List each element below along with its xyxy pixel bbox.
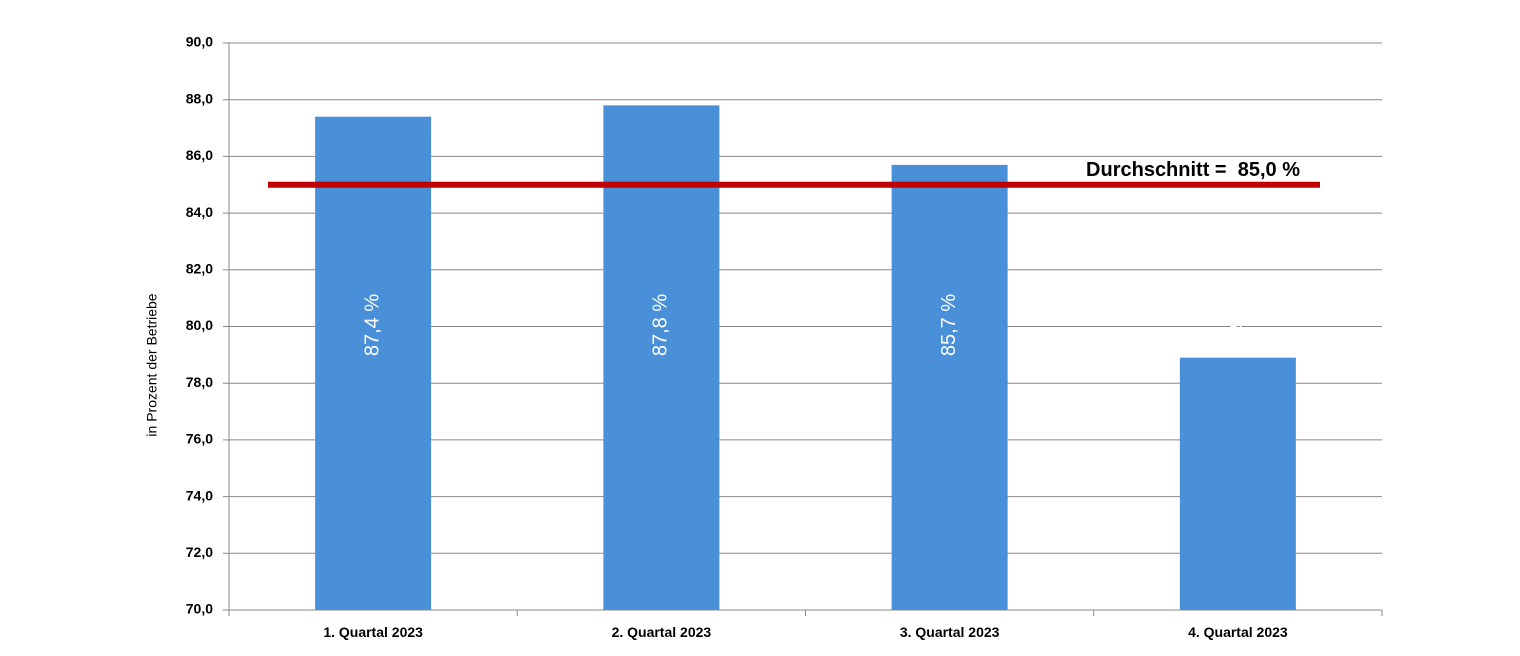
labels: 70,0 72,0 74,0 76,0 78,0 80,0 82,0 84,0 86,0 88,0… — [186, 34, 1320, 640]
y-tick-label: 90,0 — [186, 34, 213, 50]
y-tick-label: 78,0 — [186, 374, 213, 390]
y-axis-title: in Prozent der Betriebe — [144, 293, 160, 436]
bar-data-label: 87,4 % — [361, 294, 383, 356]
average-line-label: Durchschnitt = 85,0 % — [1086, 159, 1300, 181]
y-tick-label: 86,0 — [186, 147, 213, 163]
y-tick-label: 80,0 — [186, 317, 213, 333]
x-tick-label: 2. Quartal 2023 — [612, 624, 712, 640]
y-tick-label: 88,0 — [186, 90, 213, 106]
y-tick-label: 72,0 — [186, 544, 213, 560]
y-tick-label: 84,0 — [186, 204, 213, 220]
axes — [223, 42, 1383, 616]
x-tick-label: 3. Quartal 2023 — [900, 624, 1000, 640]
y-tick-label: 82,0 — [186, 261, 213, 277]
bar-data-label: 87,8 % — [650, 294, 672, 356]
y-tick-label: 76,0 — [186, 431, 213, 447]
x-tick-label: 4. Quartal 2023 — [1188, 624, 1288, 640]
bar — [891, 164, 1008, 610]
y-tick-label: 74,0 — [186, 487, 213, 503]
y-tick-label: 70,0 — [186, 601, 213, 617]
bars — [315, 105, 1296, 611]
bar-data-label: 78,9 % — [1226, 294, 1248, 356]
bar — [315, 116, 432, 611]
x-tick-label: 1. Quartal 2023 — [323, 624, 423, 640]
bar — [1179, 357, 1296, 610]
bar-data-label: 85,7 % — [938, 294, 960, 356]
bar — [603, 105, 720, 611]
